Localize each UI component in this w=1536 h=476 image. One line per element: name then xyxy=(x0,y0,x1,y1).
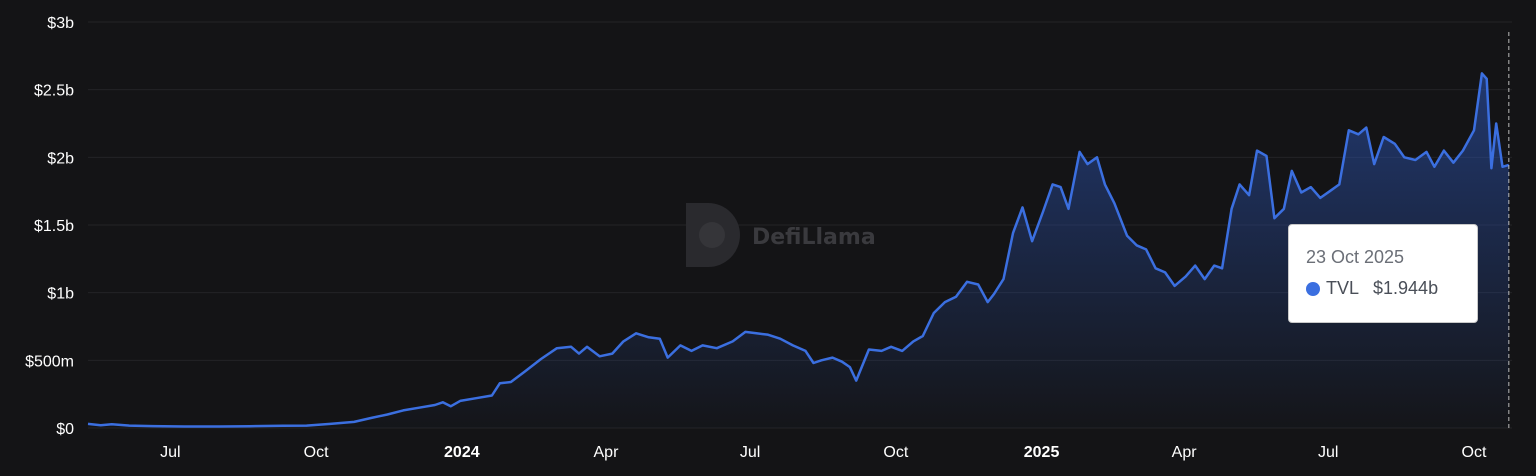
y-tick-label: $2b xyxy=(47,150,74,167)
y-tick-label: $1.5b xyxy=(34,218,74,235)
defillama-watermark: DefiLlama xyxy=(686,203,876,267)
x-tick-label: Oct xyxy=(304,444,329,461)
x-tick-label: Oct xyxy=(883,444,908,461)
tooltip-series-name: TVL xyxy=(1326,278,1360,298)
y-tick-label: $3b xyxy=(47,15,74,32)
y-tick-label: $2.5b xyxy=(34,83,74,100)
y-tick-label: $1b xyxy=(47,286,74,303)
y-tick-label: $0 xyxy=(56,421,74,438)
gridlines xyxy=(88,21,1512,429)
x-tick-label: Apr xyxy=(1172,444,1198,461)
tvl-area-fill xyxy=(88,73,1509,429)
y-tick-label: $500m xyxy=(25,353,74,370)
tooltip-value: $1.944b xyxy=(1373,278,1439,298)
tooltip-row: TVL $1.944b xyxy=(1306,278,1477,299)
tvl-series-line xyxy=(87,72,1510,428)
x-tick-label: 2025 xyxy=(1024,444,1060,461)
x-tick-label: Jul xyxy=(740,444,760,461)
x-tick-label: Jul xyxy=(1318,444,1338,461)
x-tick-label: Oct xyxy=(1462,444,1487,461)
x-tick-label: Apr xyxy=(594,444,620,461)
y-axis: $0 $500m $1b $1.5b $2b $2.5b $3b xyxy=(25,15,74,438)
watermark-text: DefiLlama xyxy=(752,225,876,250)
series-dot-icon xyxy=(1306,281,1320,296)
x-tick-label: Jul xyxy=(160,444,180,461)
x-axis: Jul Oct 2024 Apr Jul Oct 2025 Apr Jul Oct xyxy=(160,444,1487,461)
tooltip-date: 23 Oct 2025 xyxy=(1306,247,1405,267)
tooltip: 23 Oct 2025 TVL $1.944b xyxy=(1288,224,1478,323)
x-tick-label: 2024 xyxy=(444,444,480,461)
